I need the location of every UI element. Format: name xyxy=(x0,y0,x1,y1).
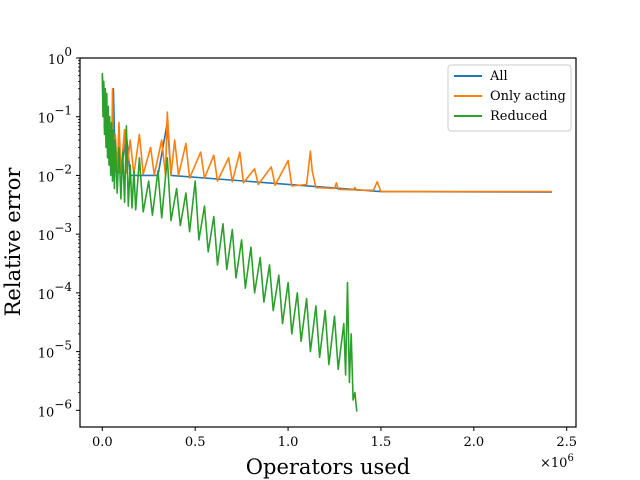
series-layer xyxy=(101,73,552,412)
y-tick-base: 10 xyxy=(38,112,55,127)
y-tick-label: 10−3 xyxy=(38,221,72,244)
y-tick-exponent: −4 xyxy=(54,280,72,294)
y-tick-label: 10−5 xyxy=(38,339,72,362)
x-tick-label: 2.0 xyxy=(463,435,484,450)
y-tick-label: 100 xyxy=(48,45,72,68)
x-tick-label: 1.0 xyxy=(278,435,299,450)
y-tick-label: 10−2 xyxy=(38,162,72,185)
plot-frame xyxy=(79,57,577,428)
y-tick-base: 10 xyxy=(38,405,55,420)
x-tick-label: 2.5 xyxy=(556,435,577,450)
x-axis: 0.0 0.5 1.0 1.5 2.0 2.5 xyxy=(92,427,577,450)
y-tick-exponent: −2 xyxy=(54,162,72,176)
x-tick-label: 0.5 xyxy=(185,435,206,450)
legend-frame xyxy=(447,64,572,132)
y-tick-base: 10 xyxy=(38,347,55,362)
y-tick-base: 10 xyxy=(48,53,65,68)
y-tick-label: 10−6 xyxy=(38,397,72,420)
y-tick-base: 10 xyxy=(38,170,55,185)
legend-entry: Reduced xyxy=(490,109,547,124)
y-tick-base: 10 xyxy=(38,229,55,244)
legend: All Only acting Reduced xyxy=(447,64,572,132)
y-axis-label: Relative error xyxy=(1,167,25,317)
x-axis-multiplier-exponent: 6 xyxy=(567,453,573,464)
y-tick-label: 10−4 xyxy=(38,280,73,303)
x-axis-multiplier-base: ×10 xyxy=(540,456,567,471)
legend-entry: All xyxy=(489,69,508,84)
x-tick-label: 0.0 xyxy=(92,435,113,450)
y-tick-base: 10 xyxy=(38,288,55,303)
y-tick-exponent: −5 xyxy=(54,339,72,353)
y-tick-exponent: −6 xyxy=(54,397,72,411)
y-tick-exponent: 0 xyxy=(64,45,72,59)
y-tick-exponent: −3 xyxy=(54,221,72,235)
y-tick-exponent: −1 xyxy=(54,104,72,118)
legend-entry: Only acting xyxy=(490,89,566,104)
legend-items: All Only acting Reduced xyxy=(454,69,566,124)
series-line-reduced xyxy=(101,73,358,412)
x-axis-label: Operators used xyxy=(246,455,410,479)
x-axis-multiplier: ×106 xyxy=(540,453,574,471)
x-tick-label: 1.5 xyxy=(371,435,392,450)
y-tick-label: 10−1 xyxy=(38,104,72,127)
